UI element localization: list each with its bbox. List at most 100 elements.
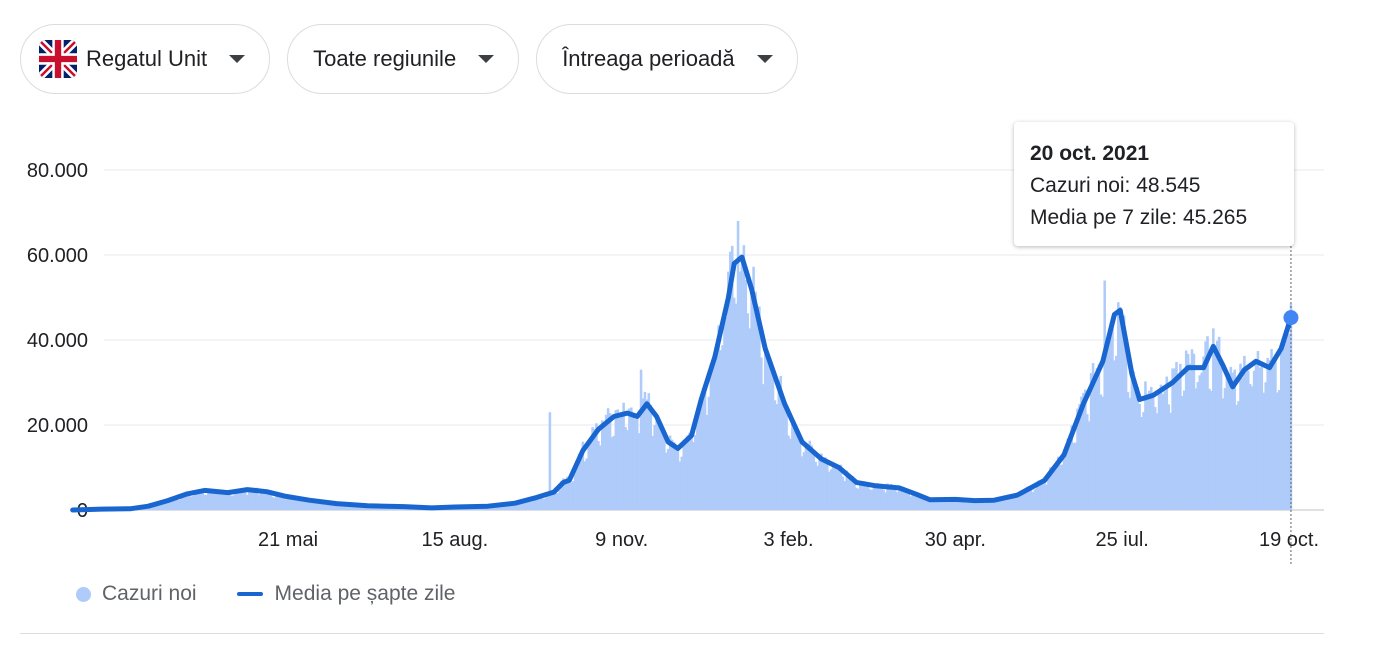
bar[interactable] bbox=[573, 467, 577, 510]
bar[interactable] bbox=[273, 497, 276, 510]
bar[interactable] bbox=[296, 497, 299, 510]
bar[interactable] bbox=[1070, 425, 1073, 510]
bar[interactable] bbox=[1144, 381, 1147, 510]
bar[interactable] bbox=[1182, 390, 1186, 510]
bar[interactable] bbox=[1250, 386, 1254, 510]
bar[interactable] bbox=[909, 496, 912, 510]
bar[interactable] bbox=[899, 486, 903, 510]
bar[interactable] bbox=[711, 368, 715, 510]
bar[interactable] bbox=[546, 493, 550, 510]
bar[interactable] bbox=[827, 471, 831, 510]
bar[interactable] bbox=[762, 384, 765, 510]
bar[interactable] bbox=[1107, 338, 1110, 510]
bar[interactable] bbox=[998, 497, 1002, 510]
bar[interactable] bbox=[277, 493, 280, 510]
bar[interactable] bbox=[1126, 392, 1130, 510]
bar[interactable] bbox=[985, 500, 988, 510]
bar[interactable] bbox=[1281, 337, 1285, 510]
bar[interactable] bbox=[502, 505, 505, 510]
bar[interactable] bbox=[1202, 356, 1205, 510]
bar[interactable] bbox=[1066, 438, 1070, 510]
bar[interactable] bbox=[259, 493, 263, 510]
bar[interactable] bbox=[888, 484, 891, 510]
bar[interactable] bbox=[203, 494, 206, 510]
bar[interactable] bbox=[661, 432, 664, 510]
bar[interactable] bbox=[742, 245, 746, 510]
bar[interactable] bbox=[1037, 480, 1041, 510]
bar[interactable] bbox=[853, 481, 856, 510]
bar[interactable] bbox=[333, 503, 336, 510]
bar[interactable] bbox=[1163, 391, 1167, 510]
bar[interactable] bbox=[1043, 480, 1046, 510]
bar[interactable] bbox=[672, 442, 676, 510]
bar[interactable] bbox=[1151, 398, 1155, 510]
bar[interactable] bbox=[1171, 368, 1174, 510]
bar[interactable] bbox=[895, 492, 899, 510]
bar[interactable] bbox=[1223, 388, 1227, 510]
period-filter-button[interactable]: Întreaga perioadă bbox=[536, 24, 798, 94]
bar[interactable] bbox=[876, 483, 880, 510]
bar[interactable] bbox=[890, 483, 893, 510]
bar[interactable] bbox=[635, 418, 639, 510]
bar[interactable] bbox=[622, 402, 625, 510]
bar[interactable] bbox=[1233, 369, 1236, 510]
bar[interactable] bbox=[736, 221, 740, 510]
bar[interactable] bbox=[1004, 500, 1008, 510]
bar[interactable] bbox=[901, 486, 905, 510]
bar[interactable] bbox=[1099, 394, 1103, 510]
bar[interactable] bbox=[862, 481, 866, 510]
bar[interactable] bbox=[300, 500, 303, 510]
bar[interactable] bbox=[1062, 455, 1066, 510]
bar[interactable] bbox=[913, 492, 916, 510]
bar[interactable] bbox=[168, 498, 171, 510]
bar[interactable] bbox=[775, 404, 779, 510]
bar[interactable] bbox=[1118, 306, 1122, 510]
bar[interactable] bbox=[1124, 345, 1128, 510]
bar[interactable] bbox=[1078, 404, 1081, 510]
bar[interactable] bbox=[544, 497, 548, 510]
average-line[interactable] bbox=[70, 254, 1294, 513]
bar[interactable] bbox=[1165, 376, 1169, 510]
bar[interactable] bbox=[170, 498, 173, 510]
bar[interactable] bbox=[294, 498, 298, 510]
bar[interactable] bbox=[750, 287, 753, 510]
bar[interactable] bbox=[1153, 407, 1157, 510]
bar[interactable] bbox=[793, 427, 796, 510]
bar[interactable] bbox=[220, 489, 224, 510]
bar[interactable] bbox=[531, 501, 534, 510]
bar[interactable] bbox=[1181, 396, 1184, 510]
bar[interactable] bbox=[1060, 464, 1064, 510]
bar[interactable] bbox=[251, 489, 255, 510]
bar[interactable] bbox=[1243, 355, 1246, 510]
bar[interactable] bbox=[529, 501, 532, 510]
bar[interactable] bbox=[1033, 489, 1037, 510]
bar[interactable] bbox=[721, 345, 724, 510]
bar[interactable] bbox=[1283, 335, 1287, 510]
bar[interactable] bbox=[779, 375, 783, 510]
bar[interactable] bbox=[1142, 412, 1145, 510]
bar[interactable] bbox=[866, 485, 870, 510]
bar[interactable] bbox=[604, 414, 608, 510]
bar[interactable] bbox=[290, 497, 294, 510]
bar[interactable] bbox=[342, 503, 346, 510]
bar[interactable] bbox=[308, 500, 311, 510]
bar[interactable] bbox=[1025, 486, 1029, 510]
bar[interactable] bbox=[166, 500, 169, 510]
bar[interactable] bbox=[833, 463, 837, 510]
bar[interactable] bbox=[1248, 384, 1252, 510]
bar[interactable] bbox=[1198, 375, 1202, 510]
bar[interactable] bbox=[630, 407, 633, 510]
bar[interactable] bbox=[535, 498, 538, 510]
bar[interactable] bbox=[678, 461, 682, 510]
bar[interactable] bbox=[552, 490, 556, 510]
bar[interactable] bbox=[566, 476, 569, 510]
bar[interactable] bbox=[802, 452, 806, 510]
bar[interactable] bbox=[703, 382, 707, 510]
bar[interactable] bbox=[835, 465, 839, 510]
bar[interactable] bbox=[608, 413, 612, 510]
bar[interactable] bbox=[1179, 363, 1182, 510]
bar[interactable] bbox=[824, 457, 827, 510]
bar[interactable] bbox=[1054, 464, 1058, 510]
bar[interactable] bbox=[521, 500, 524, 510]
bar[interactable] bbox=[213, 489, 216, 510]
